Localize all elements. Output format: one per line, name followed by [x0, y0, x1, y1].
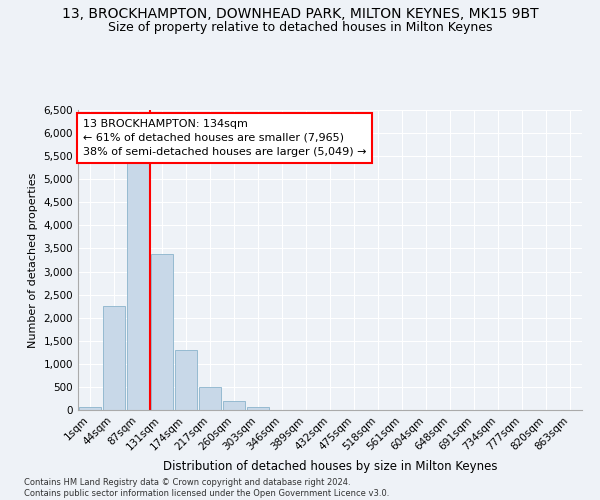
X-axis label: Distribution of detached houses by size in Milton Keynes: Distribution of detached houses by size …	[163, 460, 497, 473]
Bar	[151, 254, 173, 410]
Bar	[79, 407, 101, 410]
Text: Contains HM Land Registry data © Crown copyright and database right 2024.
Contai: Contains HM Land Registry data © Crown c…	[24, 478, 389, 498]
Text: 13 BROCKHAMPTON: 134sqm
← 61% of detached houses are smaller (7,965)
38% of semi: 13 BROCKHAMPTON: 134sqm ← 61% of detache…	[83, 119, 367, 157]
Bar	[247, 407, 269, 410]
Y-axis label: Number of detached properties: Number of detached properties	[28, 172, 38, 348]
Text: Size of property relative to detached houses in Milton Keynes: Size of property relative to detached ho…	[108, 21, 492, 34]
Bar	[223, 401, 245, 410]
Bar	[175, 350, 197, 410]
Bar	[103, 306, 125, 410]
Bar	[127, 160, 149, 410]
Bar	[199, 388, 221, 410]
Text: 13, BROCKHAMPTON, DOWNHEAD PARK, MILTON KEYNES, MK15 9BT: 13, BROCKHAMPTON, DOWNHEAD PARK, MILTON …	[62, 8, 538, 22]
